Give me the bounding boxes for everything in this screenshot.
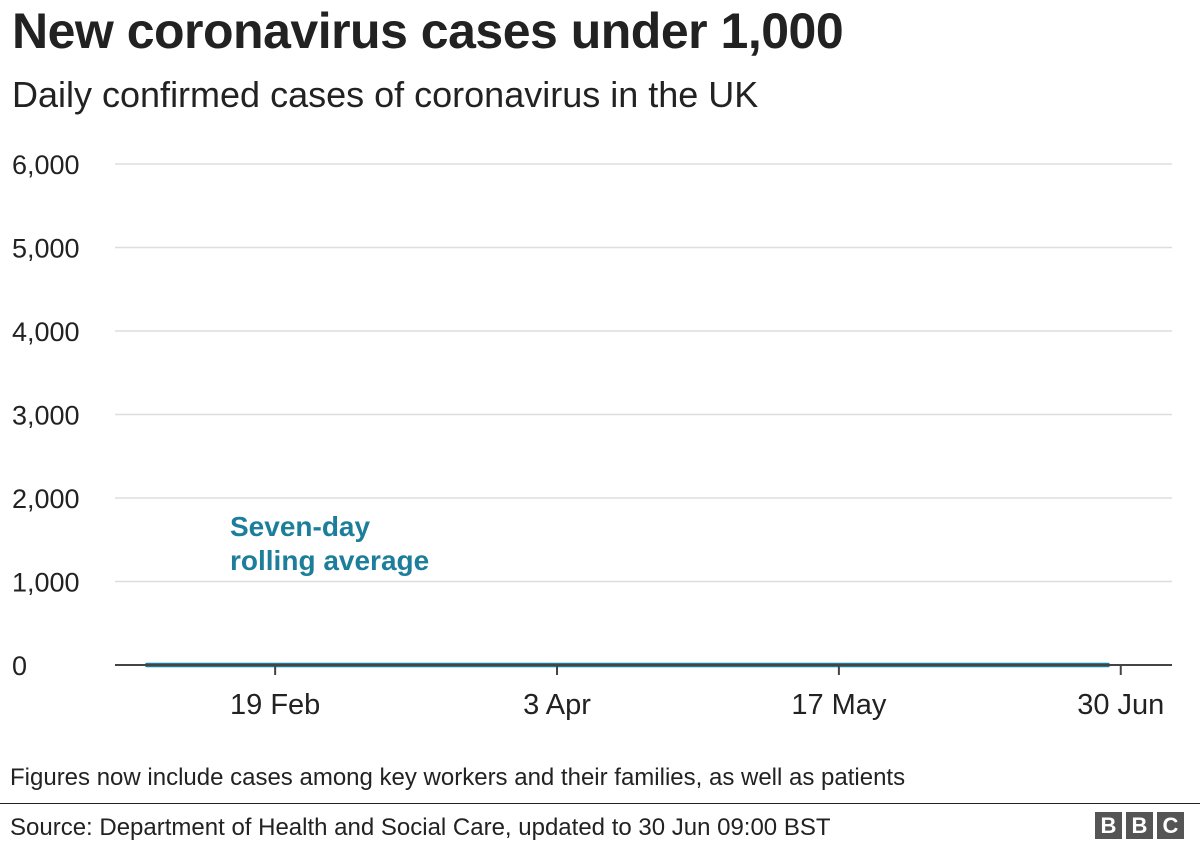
- x-tick-label: 30 Jun: [1077, 689, 1164, 721]
- logo-letter-b1: B: [1095, 812, 1122, 839]
- x-tick-label: 19 Feb: [230, 689, 320, 721]
- y-tick-label: 5,000: [12, 234, 80, 264]
- x-tick-label: 17 May: [791, 689, 887, 721]
- footnote: Figures now include cases among key work…: [10, 764, 906, 791]
- y-tick-label: 2,000: [12, 484, 80, 514]
- y-tick-label: 6,000: [12, 150, 80, 180]
- chart-title: New coronavirus cases under 1,000: [12, 3, 844, 59]
- logo-letter-b2: B: [1126, 812, 1153, 839]
- cases-chart: 0 1,000 2,000 3,000 4,000 5,000 6,000 19 Feb 3 …: [12, 150, 1172, 721]
- y-tick-label: 4,000: [12, 317, 80, 347]
- source-note: Source: Department of Health and Social …: [10, 814, 831, 841]
- chart-subtitle: Daily confirmed cases of coronavirus in …: [12, 74, 759, 115]
- y-tick-label: 0: [12, 651, 27, 681]
- bbc-logo: B B C: [1095, 812, 1184, 839]
- x-axis: 19 Feb 3 Apr 17 May 30 Jun: [115, 664, 1172, 721]
- y-tick-label: 1,000: [12, 568, 80, 598]
- y-axis-ticks: 0 1,000 2,000 3,000 4,000 5,000 6,000: [12, 150, 80, 681]
- y-tick-label: 3,000: [12, 401, 80, 431]
- rolling-average-label-line2: rolling average: [230, 545, 429, 576]
- divider: [0, 803, 1200, 804]
- x-tick-label: 3 Apr: [523, 689, 591, 721]
- gridlines: [115, 163, 1172, 583]
- rolling-average-label-line1: Seven-day: [230, 511, 370, 542]
- logo-letter-c: C: [1157, 812, 1184, 839]
